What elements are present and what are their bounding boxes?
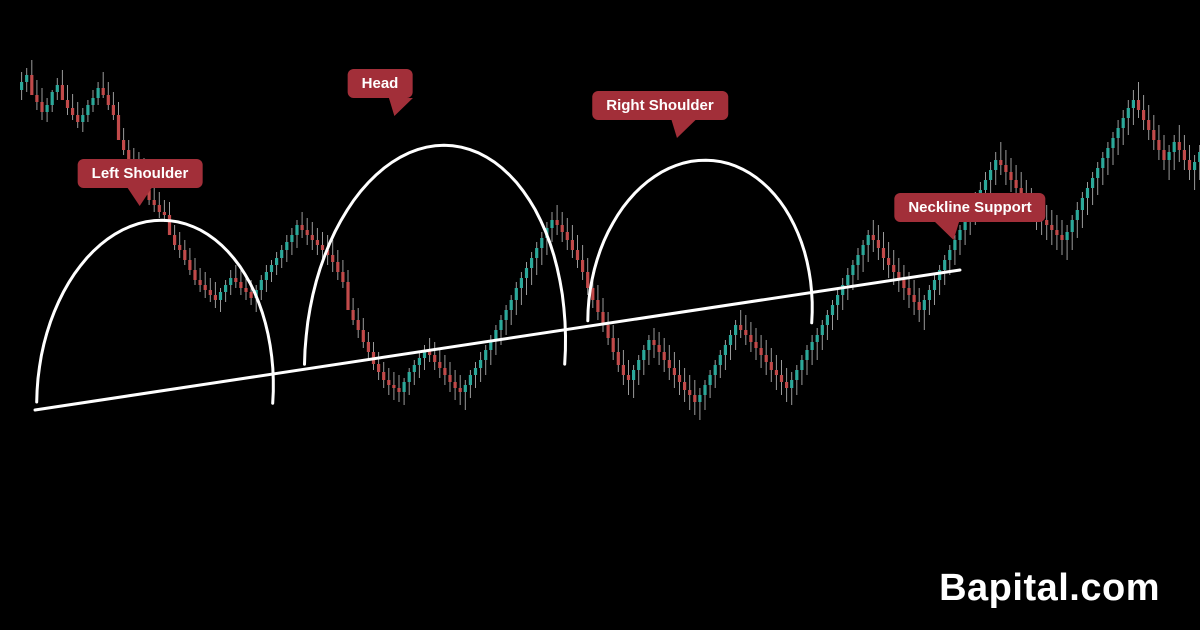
right-shoulder-label: Right Shoulder	[592, 91, 728, 120]
head-label: Head	[348, 69, 413, 98]
callout-text: Neckline Support	[908, 199, 1031, 216]
neckline-label: Neckline Support	[894, 193, 1045, 222]
left-shoulder-label: Left Shoulder	[78, 159, 203, 188]
chart-stage: Left Shoulder Head Right Shoulder Neckli…	[0, 0, 1200, 630]
watermark: Bapital.com	[939, 567, 1160, 610]
callout-text: Left Shoulder	[92, 165, 189, 182]
callout-text: Head	[362, 75, 399, 92]
callout-tail	[128, 188, 152, 206]
callout-text: Right Shoulder	[606, 97, 714, 114]
